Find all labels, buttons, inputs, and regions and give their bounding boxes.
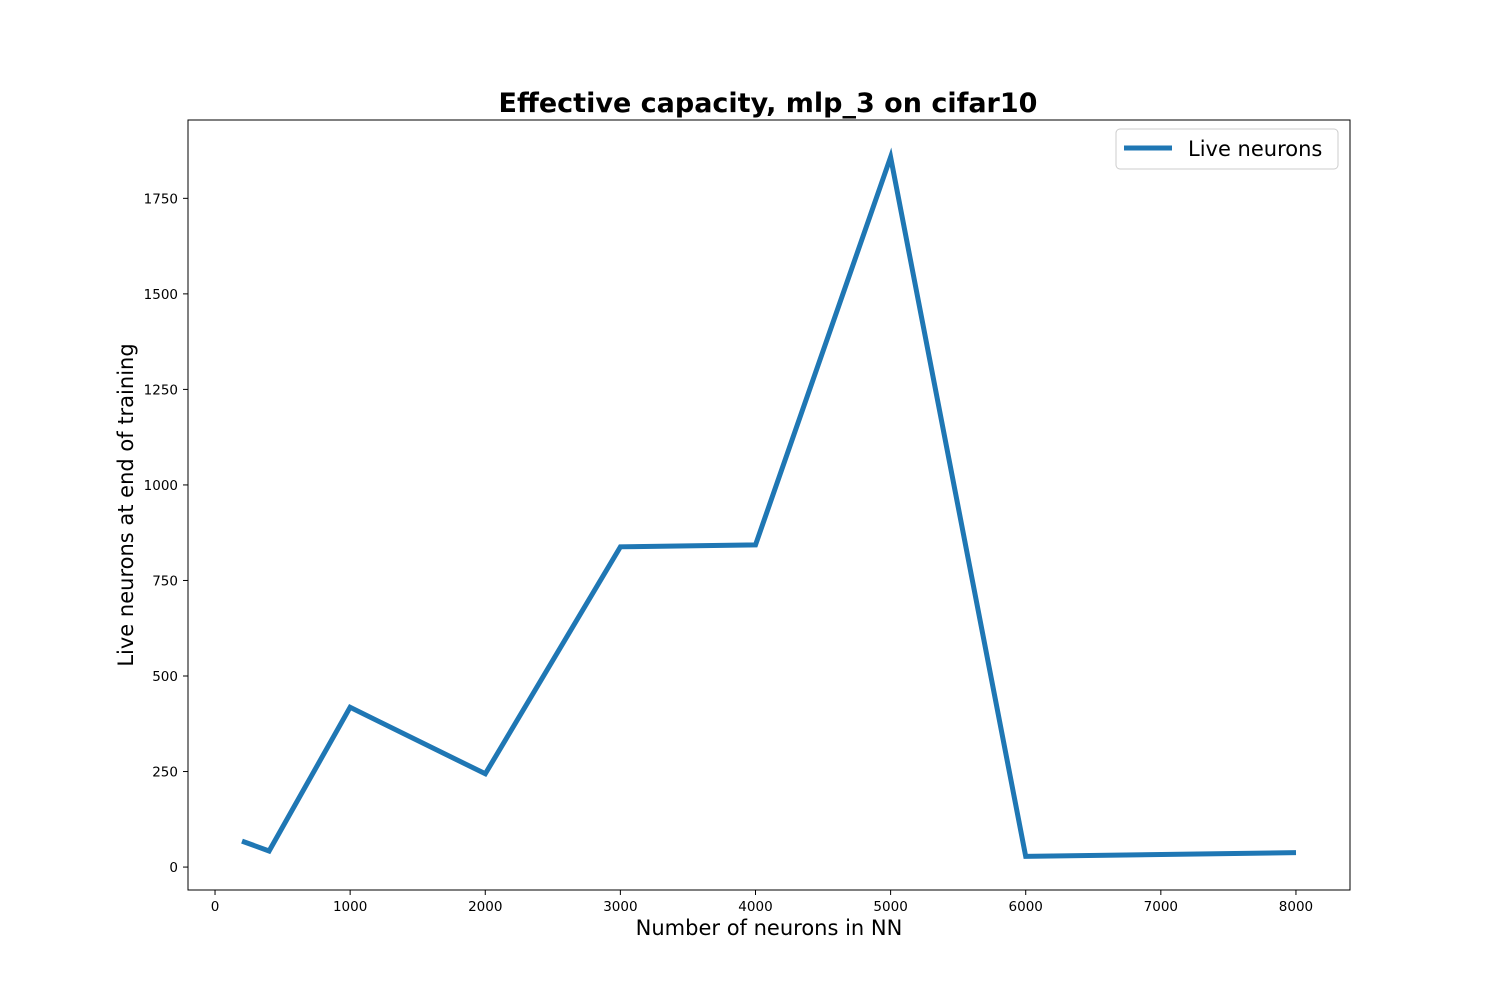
x-tick-label: 8000: [1279, 899, 1313, 915]
y-tick-label: 500: [152, 669, 178, 685]
y-tick-label: 0: [169, 860, 178, 876]
y-axis-label: Live neurons at end of training: [114, 343, 138, 666]
legend-label-live-neurons: Live neurons: [1188, 137, 1322, 161]
y-tick-label: 1000: [144, 478, 178, 494]
y-tick-label: 750: [152, 573, 178, 589]
legend: Live neurons: [1115, 128, 1339, 170]
x-axis-label: Number of neurons in NN: [636, 916, 903, 940]
x-tick-label: 6000: [1009, 899, 1043, 915]
x-tick-label: 4000: [738, 899, 772, 915]
x-tick-label: 5000: [873, 899, 907, 915]
y-tick-label: 1750: [144, 191, 178, 207]
x-tick-label: 0: [211, 899, 220, 915]
x-tick-label: 1000: [333, 899, 367, 915]
plot-frame: [187, 119, 1351, 891]
y-axis: 0 250 500 750 1000 1250 1500 1750: [144, 191, 188, 876]
x-tick-label: 7000: [1144, 899, 1178, 915]
legend-box: [1115, 128, 1339, 170]
x-axis: 0 1000 2000 3000 4000 5000 6000 7000 8000: [211, 890, 1313, 915]
y-tick-label: 1500: [144, 287, 178, 303]
series-line-live-neurons: [241, 147, 1297, 859]
y-tick-label: 250: [152, 765, 178, 781]
x-tick-label: 3000: [603, 899, 637, 915]
plot-area: [241, 147, 1297, 859]
y-tick-label: 1250: [144, 382, 178, 398]
chart-title: Effective capacity, mlp_3 on cifar10: [499, 88, 1038, 119]
x-tick-label: 2000: [468, 899, 502, 915]
